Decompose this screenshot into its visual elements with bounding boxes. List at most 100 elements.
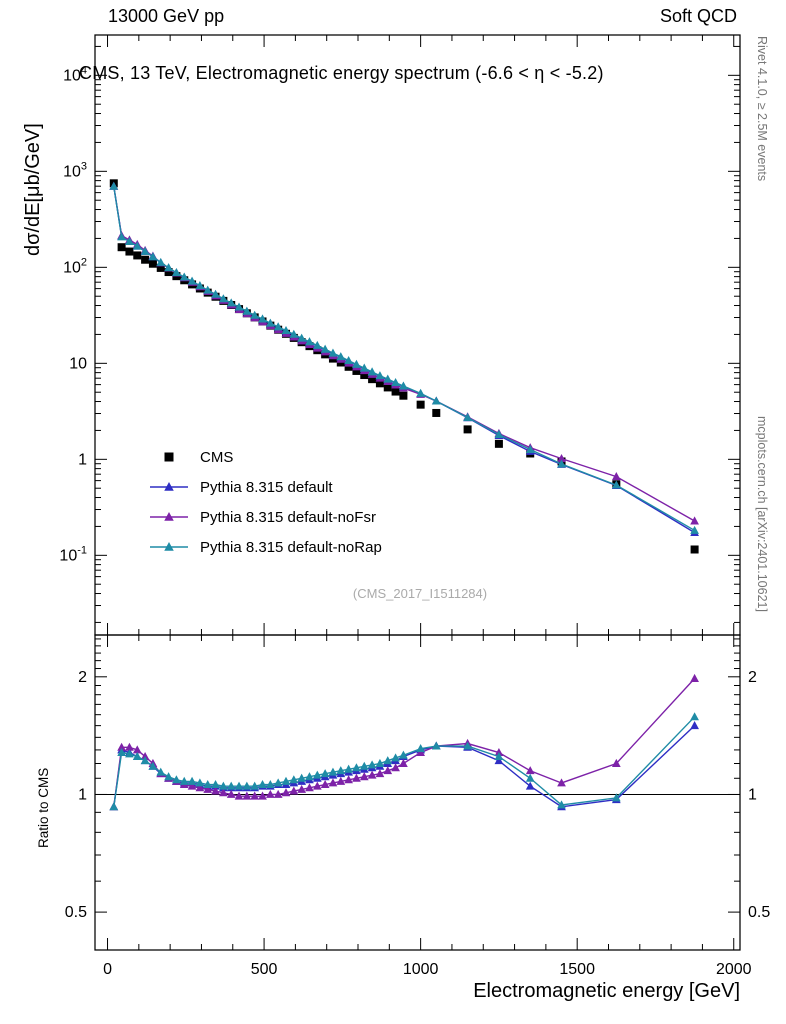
square-marker <box>690 545 699 554</box>
triangle-marker <box>289 329 299 338</box>
triangle-marker <box>344 356 353 365</box>
triangle-marker <box>156 767 166 776</box>
triangle-marker <box>328 778 338 787</box>
triangle-marker <box>690 525 699 534</box>
triangle-marker <box>273 789 283 798</box>
triangle-marker <box>557 454 566 463</box>
triangle-marker <box>234 791 244 800</box>
triangle-marker <box>109 802 119 811</box>
ratio-tick-label: 2 <box>748 669 757 686</box>
triangle-marker <box>336 352 346 361</box>
triangle-marker <box>297 773 307 782</box>
triangle-marker <box>320 344 330 353</box>
triangle-marker <box>463 412 472 421</box>
triangle-marker <box>463 741 472 750</box>
triangle-marker <box>336 766 346 775</box>
legend-item-label: CMS <box>200 449 233 466</box>
triangle-marker <box>148 761 158 770</box>
triangle-marker <box>289 775 299 784</box>
triangle-marker <box>219 294 228 303</box>
triangle-marker <box>172 775 181 784</box>
triangle-marker <box>219 781 228 790</box>
triangle-marker <box>132 751 142 761</box>
ratio-tick-label: 0.5 <box>748 904 770 921</box>
triangle-marker <box>125 749 134 758</box>
triangle-marker <box>281 788 291 797</box>
process-group-label: Soft QCD <box>659 6 737 26</box>
triangle-marker <box>132 241 142 250</box>
beam-energy-label: 13000 GeV pp <box>108 6 225 26</box>
series-pythia-8-315-default-norap <box>109 181 699 534</box>
triangle-marker <box>391 763 400 772</box>
triangle-marker <box>383 756 393 765</box>
triangle-marker <box>195 778 205 787</box>
triangle-marker <box>125 236 134 246</box>
triangle-marker <box>690 721 699 730</box>
triangle-marker <box>305 783 314 792</box>
analysis-id-watermark: (CMS_2017_I1511284) <box>352 586 488 601</box>
square-marker <box>463 425 472 434</box>
square-marker <box>360 371 369 380</box>
triangle-marker <box>250 791 260 800</box>
triangle-marker <box>164 512 174 521</box>
legend-item-pythia-8-315-default: Pythia 8.315 default <box>150 479 333 496</box>
triangle-marker <box>494 751 504 761</box>
square-marker <box>117 243 126 252</box>
triangle-marker <box>258 314 267 323</box>
triangle-marker <box>226 298 236 307</box>
legend-item-pythia-8-315-default-nofsr: Pythia 8.315 default-noFsr <box>150 509 376 526</box>
triangle-marker <box>320 779 330 789</box>
ratio-series-pythia-8-315-default-nofsr <box>109 673 699 811</box>
triangle-marker <box>187 276 197 285</box>
triangle-marker <box>320 769 330 778</box>
square-marker <box>141 255 150 264</box>
triangle-marker <box>611 472 621 481</box>
ratio-panel-frame <box>94 634 741 951</box>
x-tick-label: 2000 <box>716 961 752 978</box>
plot-title: CMS, 13 TeV, Electromagnetic energy spec… <box>79 63 604 83</box>
triangle-marker <box>611 480 621 489</box>
square-marker <box>416 400 425 409</box>
triangle-marker <box>312 340 322 349</box>
triangle-marker <box>525 766 535 775</box>
triangle-marker <box>399 750 408 759</box>
data-line-pythia-8-315-default-norap <box>113 186 695 532</box>
triangle-marker <box>148 252 158 261</box>
triangle-marker <box>305 337 314 346</box>
triangle-marker <box>132 745 142 754</box>
legend-item-pythia-8-315-default-norap: Pythia 8.315 default-noRap <box>150 539 382 556</box>
triangle-marker <box>125 742 134 751</box>
legend-item-label: Pythia 8.315 default-noRap <box>200 539 382 556</box>
triangle-marker <box>195 783 205 792</box>
triangle-marker <box>611 793 621 802</box>
triangle-marker <box>375 371 385 380</box>
ratio-tick-label: 0.5 <box>65 904 87 921</box>
triangle-marker <box>367 367 377 376</box>
triangle-marker <box>203 285 213 294</box>
triangle-marker <box>416 744 426 753</box>
triangle-marker <box>179 272 189 281</box>
triangle-marker <box>203 784 213 793</box>
triangle-marker <box>164 482 174 491</box>
triangle-marker <box>242 306 252 315</box>
triangle-marker <box>525 773 535 782</box>
square-marker <box>125 247 134 256</box>
triangle-marker <box>494 756 504 765</box>
data-line-pythia-8-315-default-nofsr <box>113 186 695 522</box>
triangle-marker <box>273 322 283 331</box>
triangle-marker <box>525 781 535 790</box>
triangle-marker <box>431 741 441 750</box>
triangle-marker <box>117 742 126 751</box>
triangle-marker <box>226 781 236 790</box>
triangle-marker <box>156 257 166 266</box>
triangle-marker <box>234 781 244 790</box>
triangle-marker <box>234 302 244 311</box>
square-marker <box>148 259 157 268</box>
x-tick-label: 0 <box>103 961 112 978</box>
y-tick-label: 10 <box>69 355 87 372</box>
triangle-marker <box>375 758 385 767</box>
triangle-marker <box>242 791 252 800</box>
triangle-marker <box>690 712 699 721</box>
square-marker <box>352 366 361 375</box>
